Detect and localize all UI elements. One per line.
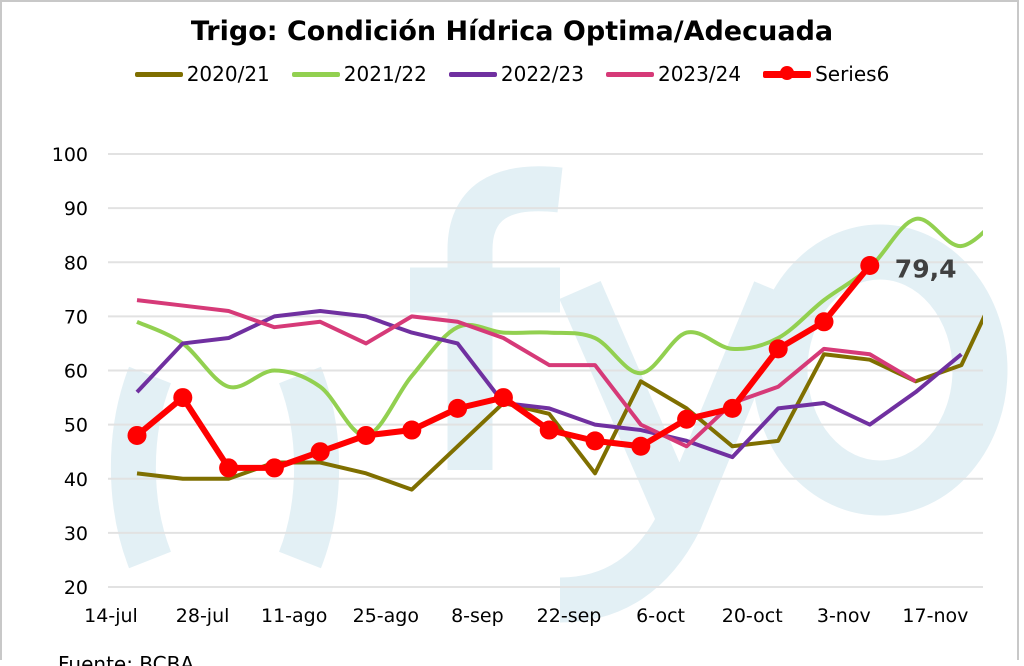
data-point-marker xyxy=(173,388,193,408)
y-tick-label: 20 xyxy=(64,577,88,599)
x-tick-label: 14-jul xyxy=(84,605,138,627)
y-tick-label: 70 xyxy=(64,306,88,328)
x-tick-label: 28-jul xyxy=(176,605,230,627)
chart-title: Trigo: Condición Hídrica Optima/Adecuada xyxy=(190,16,834,47)
data-point-marker xyxy=(585,431,605,451)
data-point-marker xyxy=(448,398,468,418)
legend-label: 2023/24 xyxy=(657,62,742,86)
legend-item: 2023/24 xyxy=(605,62,742,86)
x-tick-label: 8-sep xyxy=(451,605,504,627)
watermark-logo xyxy=(110,166,1008,623)
data-point-marker xyxy=(493,388,513,408)
legend-item: 2022/23 xyxy=(448,62,584,86)
data-point-marker xyxy=(539,420,559,440)
legend-item: 2021/22 xyxy=(291,62,427,86)
data-point-marker xyxy=(127,425,147,445)
series-line xyxy=(136,298,917,449)
legend-label: 2020/21 xyxy=(186,62,270,86)
legend-swatch xyxy=(291,71,340,77)
x-tick-label: 3-nov xyxy=(817,605,871,627)
data-point-marker xyxy=(310,442,330,462)
legend-swatch xyxy=(605,71,654,77)
legend-swatch xyxy=(448,71,497,77)
y-tick-label: 40 xyxy=(64,469,88,491)
data-point-marker xyxy=(631,436,651,456)
series-Series6 xyxy=(127,255,880,478)
legend-label: 2022/23 xyxy=(500,62,584,86)
data-label: 79,4 xyxy=(895,254,957,283)
series-2022-23 xyxy=(135,308,963,460)
data-point-marker xyxy=(356,425,376,445)
series-2023-24 xyxy=(136,298,917,449)
x-tick-label: 20-oct xyxy=(722,605,783,627)
x-tick-label: 17-nov xyxy=(902,605,968,627)
x-tick-label: 25-ago xyxy=(353,605,419,627)
legend-swatch xyxy=(134,71,183,77)
y-tick-label: 90 xyxy=(64,198,88,220)
data-point-marker xyxy=(722,398,742,418)
watermark-y-right xyxy=(559,281,796,623)
x-tick-label: 22-sep xyxy=(537,605,602,627)
data-point-marker xyxy=(402,420,422,440)
data-point-marker xyxy=(677,409,697,429)
data-point-marker xyxy=(860,255,880,275)
y-tick-label: 60 xyxy=(64,361,88,383)
y-tick-label: 30 xyxy=(64,523,88,545)
y-tick-label: 50 xyxy=(64,415,88,437)
data-point-marker xyxy=(219,458,239,478)
y-tick-label: 100 xyxy=(52,144,88,166)
legend-item: Series6 xyxy=(763,62,889,86)
data-point-marker xyxy=(768,339,788,359)
legend-marker xyxy=(780,65,795,80)
legend-label: Series6 xyxy=(815,62,890,86)
legend: 2020/21 2021/22 2022/23 2023/24 Series6 xyxy=(0,62,1024,86)
watermark-paren-left xyxy=(110,366,172,569)
legend-label: 2021/22 xyxy=(343,62,427,86)
data-point-marker xyxy=(264,458,284,478)
y-tick-label: 80 xyxy=(64,252,88,274)
legend-item: 2020/21 xyxy=(134,62,270,86)
watermark-f-stem xyxy=(447,166,563,470)
data-point-marker xyxy=(814,312,834,332)
x-tick-label: 11-ago xyxy=(261,605,327,627)
legend-swatch xyxy=(763,65,812,80)
series-line xyxy=(135,308,963,460)
x-tick-label: 6-oct xyxy=(636,605,685,627)
source-note: Fuente: BCBA xyxy=(58,652,195,666)
watermark-paren-right xyxy=(278,366,340,569)
